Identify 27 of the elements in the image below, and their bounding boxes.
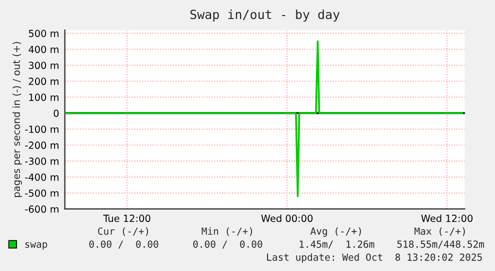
y-tick-label: 100 m xyxy=(29,94,58,101)
y-tick-label: -400 m xyxy=(25,173,58,181)
text: 1.45m/ 1.26m xyxy=(300,240,374,249)
legend-label: swap xyxy=(25,242,48,250)
y-tick-label: -600 m xyxy=(25,205,58,213)
y-axis-title: pages per second in (-) / out (+) xyxy=(12,42,22,197)
text: Max (-/+) xyxy=(414,227,465,236)
x-tick-label: Tue 12:00 xyxy=(103,214,150,222)
text: 518.55m/448.52m xyxy=(397,240,484,249)
x-tick-label: Wed 12:00 xyxy=(421,214,473,222)
text: Last update: Wed Oct 8 13:20:02 2025 xyxy=(267,253,482,263)
text: Cur (-/+) xyxy=(98,227,148,236)
y-tick-label: -200 m xyxy=(25,142,58,149)
text: Min (-/+) xyxy=(202,227,252,236)
y-tick-label: -500 m xyxy=(25,189,58,197)
chart-title: Swap in/out - by day xyxy=(190,9,340,22)
y-tick-label: 0 xyxy=(54,110,59,117)
x-tick-label: Wed 00:00 xyxy=(261,214,313,222)
text: 0.00 / 0.00 xyxy=(89,240,158,249)
y-tick-label: -100 m xyxy=(25,126,58,133)
text: Avg (-/+) xyxy=(310,227,361,237)
y-tick-label: -300 m xyxy=(25,158,58,165)
text: 0.00 / 0.00 xyxy=(193,240,262,249)
y-tick-label: 500 m xyxy=(28,30,58,38)
y-tick-label: 400 m xyxy=(28,46,58,54)
y-tick-label: 300 m xyxy=(28,62,58,70)
y-tick-label: 200 m xyxy=(28,78,58,86)
